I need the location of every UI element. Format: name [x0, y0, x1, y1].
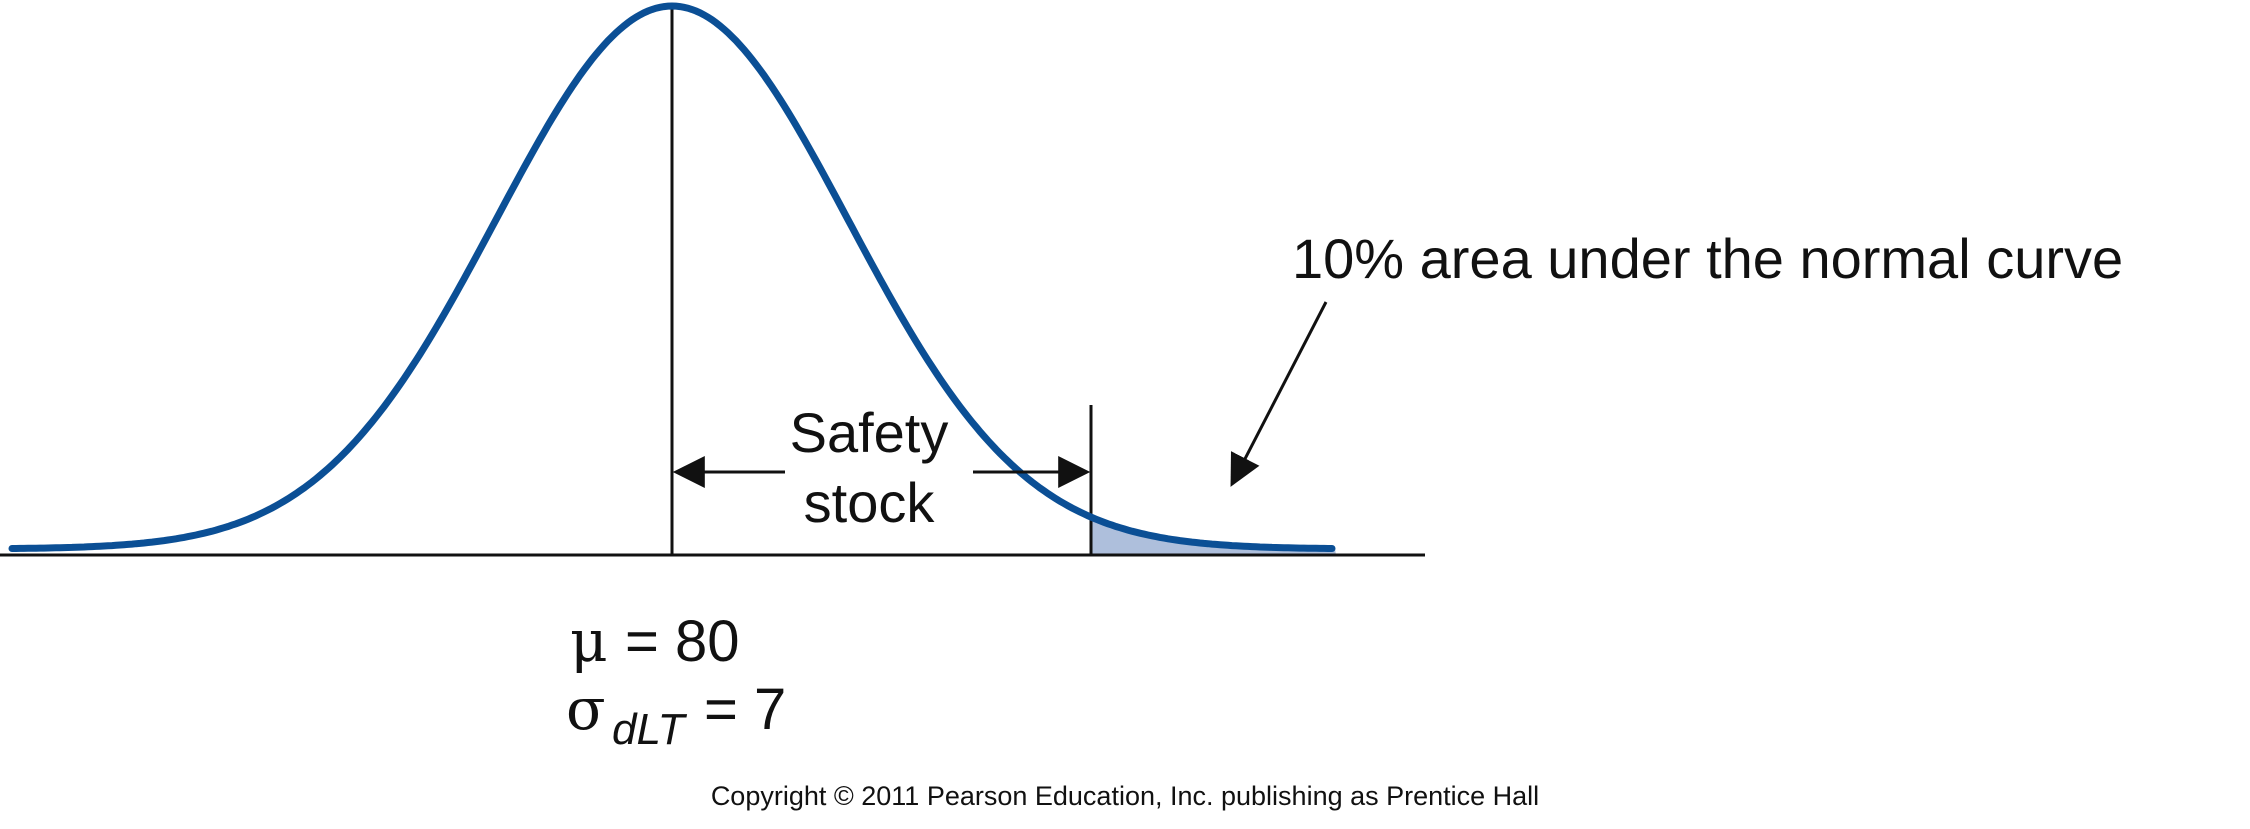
tail-area-label: 10% area under the normal curve [1292, 227, 2123, 290]
copyright-footer: Copyright © 2011 Pearson Education, Inc.… [711, 781, 1539, 811]
sigma-subscript: dLT [612, 705, 688, 754]
mean-value: = 80 [625, 609, 740, 674]
normal-curve [8, 2, 1336, 552]
tail-area-pointer-arrow [1230, 301, 1328, 487]
shaded-tail-area [1091, 517, 1336, 555]
mean-symbol: μ [570, 607, 608, 675]
sigma-symbol: σ [566, 675, 606, 743]
sigma-value: = 7 [704, 677, 786, 742]
safety-stock-label-line2: stock [804, 471, 936, 534]
safety-stock-label-line1: Safety [790, 401, 949, 464]
